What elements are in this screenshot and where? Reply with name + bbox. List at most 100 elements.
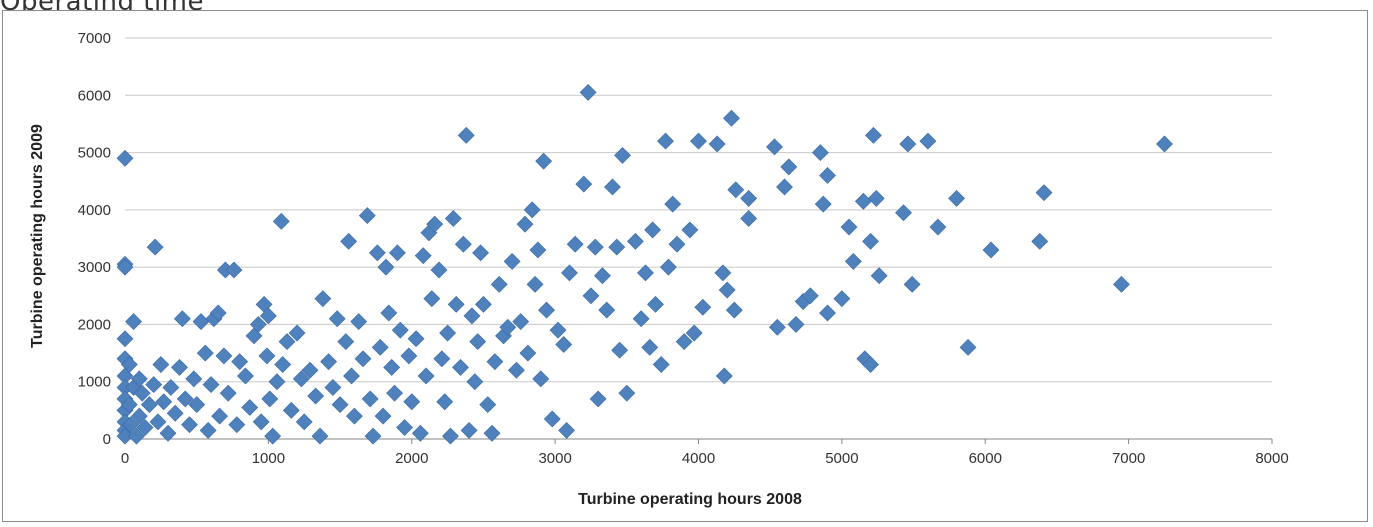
data-point xyxy=(288,324,306,342)
data-point xyxy=(948,189,965,207)
data-point xyxy=(209,304,227,322)
data-point xyxy=(442,427,459,445)
data-point xyxy=(295,413,313,431)
y-tick-label: 5000 xyxy=(78,145,111,162)
y-tick-label: 2000 xyxy=(78,316,111,333)
data-point xyxy=(647,295,664,313)
data-point xyxy=(611,341,629,359)
x-tick-label: 5000 xyxy=(825,450,858,467)
data-point xyxy=(457,126,475,144)
data-point xyxy=(192,313,210,330)
data-point xyxy=(740,189,758,207)
data-point xyxy=(452,358,469,376)
data-point xyxy=(1156,135,1173,153)
data-point xyxy=(237,367,254,385)
data-point xyxy=(519,344,537,362)
data-point xyxy=(454,235,472,253)
data-points xyxy=(116,83,1173,445)
data-point xyxy=(116,330,134,348)
data-point xyxy=(469,333,487,351)
scatter-chart: 0 1000 2000 3000 4000 5000 6000 7000 0 1000 2000 3… xyxy=(29,30,1289,508)
data-point xyxy=(439,324,457,342)
data-point xyxy=(538,301,555,319)
y-tick-label: 6000 xyxy=(78,87,111,104)
data-point xyxy=(589,390,607,408)
data-point xyxy=(219,384,237,402)
data-point xyxy=(368,244,386,262)
data-point xyxy=(685,324,703,342)
data-point xyxy=(386,384,403,402)
data-point xyxy=(258,347,276,365)
data-point xyxy=(122,416,140,434)
data-point xyxy=(766,138,783,156)
data-point xyxy=(249,316,267,333)
data-point xyxy=(586,238,604,256)
data-point xyxy=(708,135,726,153)
data-point xyxy=(929,218,947,236)
x-tick-label: 8000 xyxy=(1255,450,1288,467)
data-point xyxy=(723,109,740,127)
data-point xyxy=(811,144,829,161)
data-point xyxy=(626,232,644,250)
data-point xyxy=(637,264,654,282)
y-tick-label: 4000 xyxy=(78,202,111,219)
y-tick-label: 1000 xyxy=(78,374,111,391)
data-point xyxy=(668,235,686,253)
data-point xyxy=(130,370,148,388)
data-point xyxy=(535,152,553,170)
data-point xyxy=(618,384,636,402)
data-point xyxy=(479,396,497,414)
data-point xyxy=(400,347,418,365)
data-point xyxy=(690,132,707,150)
data-point xyxy=(466,373,484,391)
data-point xyxy=(740,210,758,227)
data-point xyxy=(814,195,832,213)
data-point xyxy=(608,238,626,256)
data-point xyxy=(681,221,699,239)
data-point xyxy=(532,370,550,388)
data-point xyxy=(231,353,249,371)
data-point xyxy=(727,181,745,199)
data-point xyxy=(358,207,376,225)
x-tick-labels: 0 1000 2000 3000 4000 5000 6000 7000 8000 xyxy=(121,450,1289,467)
data-point xyxy=(555,336,573,353)
data-point xyxy=(561,264,578,282)
data-point xyxy=(116,427,134,445)
data-point xyxy=(116,258,134,276)
data-point xyxy=(463,307,481,325)
data-point xyxy=(714,264,732,282)
data-point xyxy=(350,313,368,330)
data-point xyxy=(278,333,296,351)
data-point xyxy=(140,396,158,414)
data-point xyxy=(575,175,593,193)
data-point xyxy=(549,321,567,339)
data-point xyxy=(245,327,263,345)
data-point xyxy=(185,370,203,388)
data-point xyxy=(780,158,798,176)
data-point xyxy=(268,373,286,391)
data-point xyxy=(388,244,406,262)
data-point xyxy=(116,149,134,167)
data-point xyxy=(417,367,435,385)
data-point xyxy=(499,318,517,336)
data-point xyxy=(354,350,372,368)
data-point xyxy=(982,241,1000,259)
data-point xyxy=(475,295,492,313)
data-point xyxy=(199,421,217,439)
data-point xyxy=(582,287,600,305)
y-tick-label: 7000 xyxy=(78,30,111,47)
data-point xyxy=(307,387,325,405)
data-point xyxy=(854,192,872,210)
data-point xyxy=(343,367,360,385)
data-point xyxy=(801,287,819,305)
data-point xyxy=(125,313,143,330)
data-point xyxy=(340,232,358,250)
data-point xyxy=(632,310,650,328)
data-point xyxy=(391,321,409,339)
data-point xyxy=(145,376,163,394)
data-point xyxy=(447,295,465,313)
data-point xyxy=(331,396,349,414)
data-point xyxy=(120,356,138,373)
data-point xyxy=(819,167,836,184)
y-tick-label: 0 xyxy=(103,431,111,448)
